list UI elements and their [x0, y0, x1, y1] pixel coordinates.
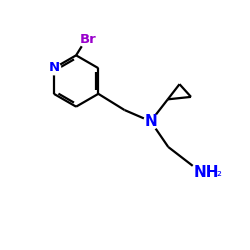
- Text: ₂: ₂: [216, 166, 221, 179]
- Text: N: N: [48, 61, 60, 74]
- Text: N: N: [144, 114, 157, 129]
- Text: NH: NH: [194, 165, 219, 180]
- Text: Br: Br: [80, 33, 97, 46]
